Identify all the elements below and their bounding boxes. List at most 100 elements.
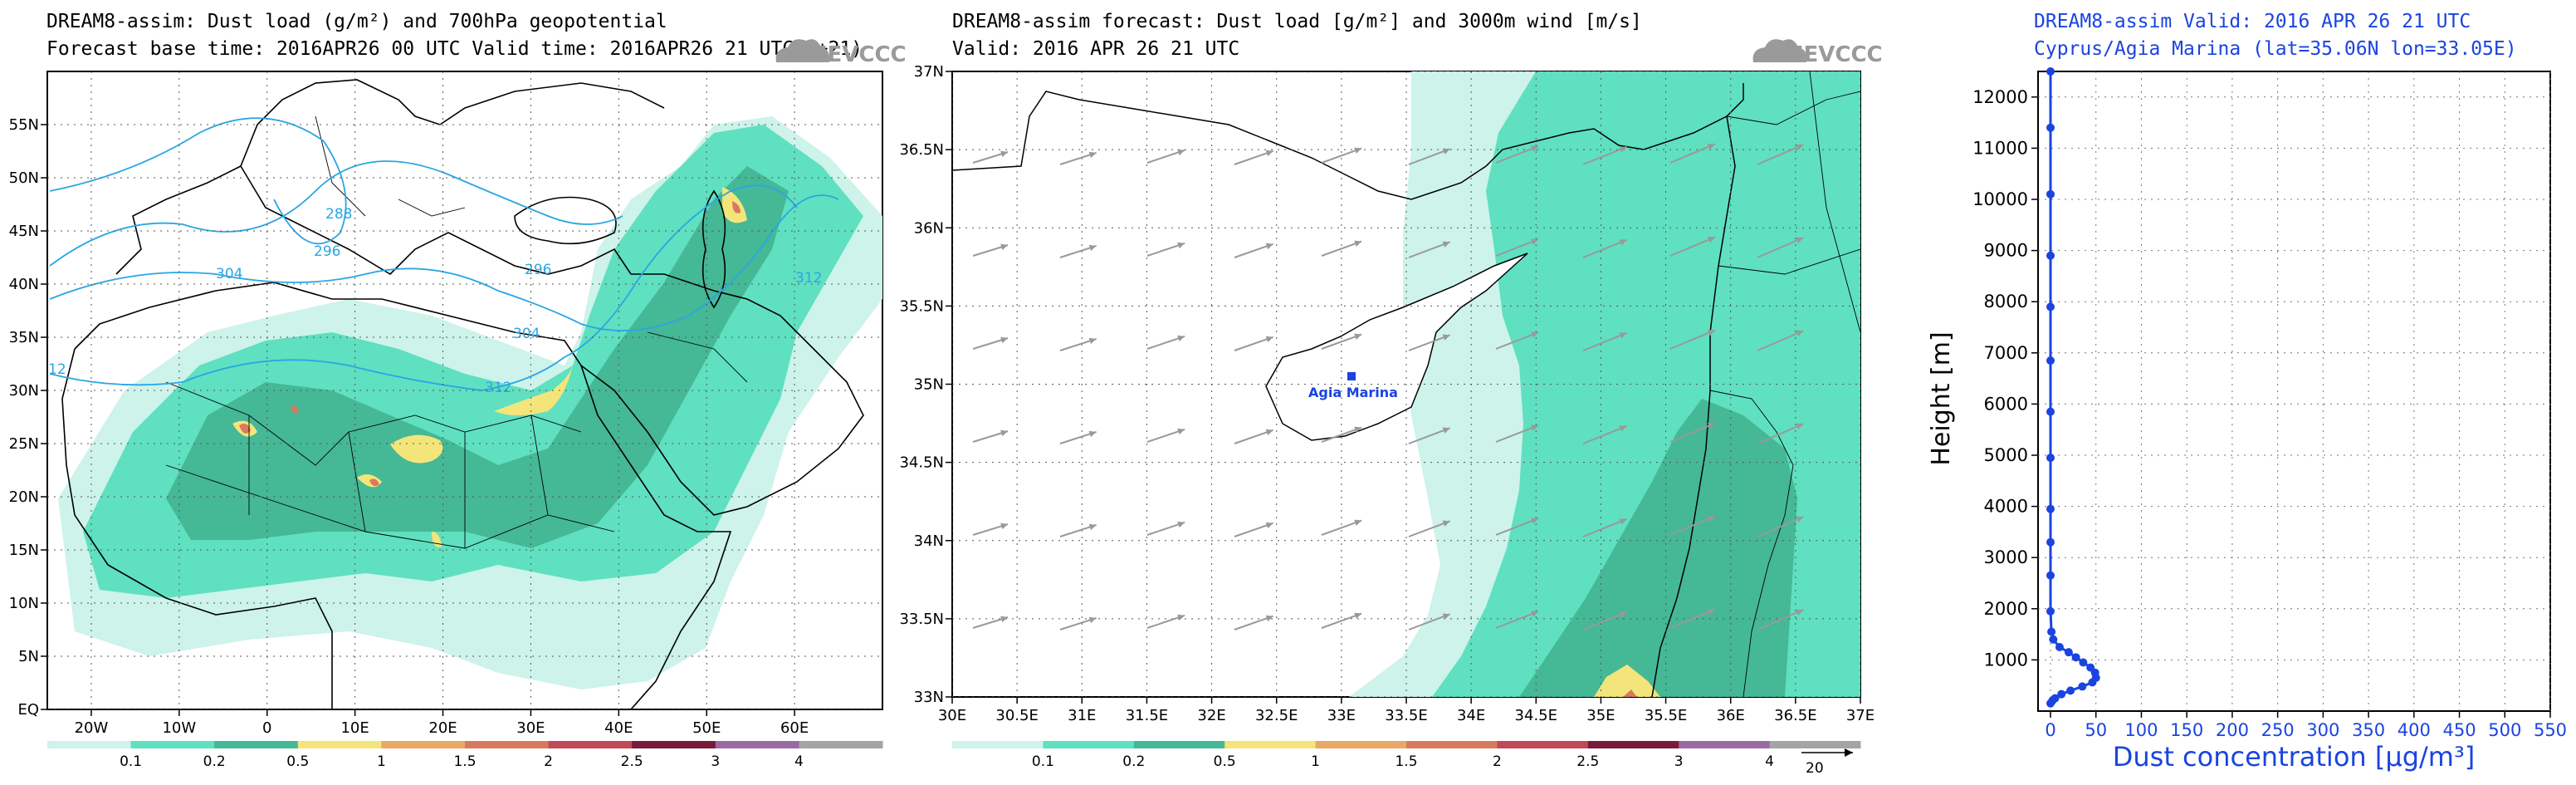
lat-label: 35N xyxy=(9,329,39,346)
wind-arrow xyxy=(1321,612,1362,629)
dust-area-high xyxy=(166,166,789,548)
colorbar-swatch xyxy=(548,741,633,748)
colorbar-swatch xyxy=(952,741,1044,748)
lat-label: 34N xyxy=(914,532,944,550)
wind-arrowhead xyxy=(1442,520,1450,527)
contour-label: 288 xyxy=(325,206,352,223)
lat-label: 25N xyxy=(9,435,39,453)
lon-label: 30E xyxy=(516,719,545,737)
lon-label: 37E xyxy=(1846,707,1875,724)
profile-point xyxy=(2046,356,2055,366)
lon-label: 33E xyxy=(1327,707,1356,724)
wind-arrowhead xyxy=(1265,522,1273,529)
contour-312 xyxy=(49,184,798,391)
profile-point xyxy=(2046,123,2055,132)
wind-arrow xyxy=(1234,150,1273,165)
wind-arrowhead xyxy=(1088,337,1097,345)
wind-arrow xyxy=(1757,609,1804,630)
wind-arrowhead xyxy=(1354,612,1362,619)
wind-arrowhead xyxy=(1265,243,1273,250)
profile-point xyxy=(2046,67,2055,76)
levant-coastline xyxy=(1651,115,1736,697)
wind-arrowhead xyxy=(1531,424,1539,431)
wind-arrowhead xyxy=(1796,516,1804,523)
wind-arrowhead xyxy=(1708,702,1715,708)
wind-arrowhead xyxy=(1796,609,1804,616)
x-tick-label: 250 xyxy=(2261,720,2295,740)
profile-point xyxy=(2046,537,2055,547)
lon-label: 10W xyxy=(162,719,196,737)
lat-label: 35N xyxy=(914,376,944,394)
wind-arrowhead xyxy=(1442,334,1450,341)
colorbar-swatch xyxy=(1587,741,1679,748)
profile-point xyxy=(2071,653,2080,662)
wind-arrowhead xyxy=(1619,611,1627,618)
wind-reference-arrowhead xyxy=(1845,748,1853,757)
colorbar-swatch xyxy=(214,741,299,748)
wind-arrowhead xyxy=(1177,521,1185,528)
profile-point xyxy=(2046,302,2055,312)
y-tick-label: 5000 xyxy=(1984,445,2028,465)
map2-ticks: 30E 30.5E 31E 31.5E 32E 32.5E 33E 33.5E 34E 34.5E… xyxy=(899,63,1875,724)
colorbar-label: 3 xyxy=(1674,753,1684,770)
wind-arrow xyxy=(1495,331,1539,350)
wind-arrowhead xyxy=(1177,335,1185,342)
colorbar-swatch xyxy=(1679,741,1771,748)
wind-arrowhead xyxy=(1442,427,1450,434)
profile-point xyxy=(2055,643,2064,651)
station-marker-icon xyxy=(1347,372,1356,380)
colorbar-swatch xyxy=(1769,741,1861,748)
wind-arrowhead xyxy=(1531,238,1539,245)
wind-arrowhead xyxy=(1531,611,1539,617)
y-tick-label: 4000 xyxy=(1984,497,2028,517)
colorbar-label: 4 xyxy=(794,753,804,770)
panel2-subtitle: Valid: 2016 APR 26 21 UTC xyxy=(952,38,1239,60)
logo-text: SEEVCCC xyxy=(797,42,907,67)
y-tick-label: 1000 xyxy=(1984,650,2028,670)
x-tick-label: 0 xyxy=(2045,720,2055,740)
colorbar-swatch xyxy=(1133,741,1225,748)
wind-arrowhead xyxy=(1265,429,1273,436)
wind-arrowhead xyxy=(1796,237,1804,243)
turkey-coastline xyxy=(952,83,1744,200)
lat-label: 50N xyxy=(9,169,39,187)
wind-arrowhead xyxy=(1796,144,1804,150)
colorbar-label: 1 xyxy=(1311,753,1320,770)
lon-label: 32E xyxy=(1197,707,1225,724)
wind-arrowhead xyxy=(1088,430,1097,438)
wind-arrowhead xyxy=(1442,148,1450,155)
lat-label: 15N xyxy=(9,542,39,559)
lat-label: 30N xyxy=(9,382,39,400)
lon-label: 32.5E xyxy=(1255,707,1298,724)
colorbar-label: 0.5 xyxy=(1214,753,1236,770)
x-tick-label: 500 xyxy=(2488,720,2521,740)
x-tick-label: 450 xyxy=(2442,720,2476,740)
lat-label: 10N xyxy=(9,595,39,612)
wind-arrowhead xyxy=(1177,428,1185,435)
lat-label: 36N xyxy=(914,219,944,237)
wind-arrowhead xyxy=(1000,243,1009,251)
panel3: DREAM8-assim Valid: 2016 APR 26 21 UTC C… xyxy=(1927,11,2567,773)
lon-label: 50E xyxy=(692,719,721,737)
profile-point xyxy=(2046,606,2055,616)
colorbar-swatch xyxy=(1406,741,1498,748)
profile-grid xyxy=(2038,71,2551,711)
y-tick-label: 10000 xyxy=(1972,189,2028,209)
colorbar-swatch xyxy=(381,741,466,748)
lat-label: 55N xyxy=(9,116,39,134)
map2-content xyxy=(952,71,1860,708)
cyprus xyxy=(1265,253,1528,441)
wind-arrow xyxy=(1321,240,1362,257)
contour-label: 304 xyxy=(216,266,242,282)
profile-point xyxy=(2047,627,2056,636)
wind-arrowhead xyxy=(1000,616,1009,623)
profile-point xyxy=(2057,689,2066,699)
contour-label: 312 xyxy=(485,380,511,396)
wind-arrow xyxy=(1582,424,1627,444)
profile-point xyxy=(2046,189,2055,199)
map2-graticule xyxy=(952,71,1860,697)
profile-line xyxy=(2049,71,2098,704)
wind-arrowhead xyxy=(1265,615,1273,622)
wind-arrow xyxy=(1757,423,1804,444)
colorbar-label: 2 xyxy=(1493,753,1502,770)
